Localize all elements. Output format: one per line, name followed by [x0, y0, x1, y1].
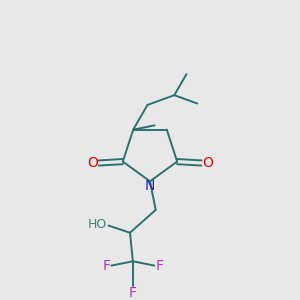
Text: O: O	[87, 156, 98, 170]
Text: HO: HO	[88, 218, 107, 231]
Text: F: F	[129, 286, 137, 300]
Text: N: N	[145, 179, 155, 194]
Text: F: F	[155, 259, 164, 273]
Text: F: F	[102, 259, 110, 273]
Text: O: O	[202, 156, 213, 170]
